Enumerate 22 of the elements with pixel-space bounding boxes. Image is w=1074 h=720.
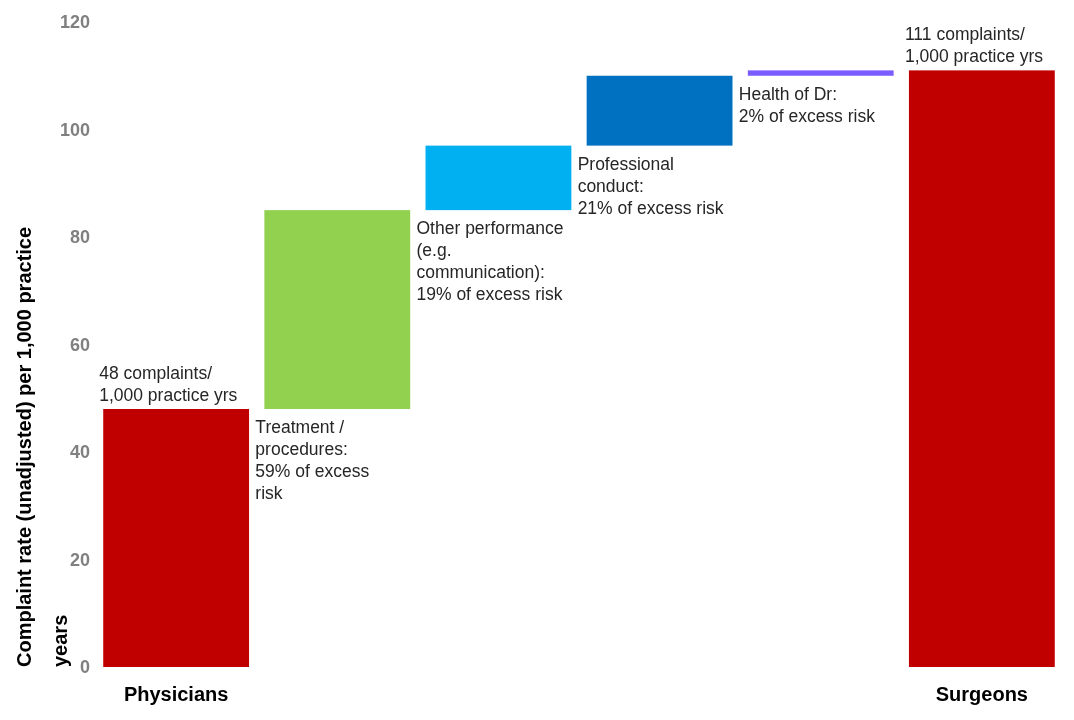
annotation: Other performance (e.g. communication): 19% of excess risk bbox=[416, 218, 564, 305]
x-tick-label: Physicians bbox=[123, 683, 229, 705]
bar bbox=[908, 70, 1055, 667]
x-tick-label: Surgeons bbox=[935, 683, 1028, 705]
bar bbox=[586, 75, 733, 146]
bar bbox=[747, 70, 894, 76]
y-tick-label: 60 bbox=[69, 334, 90, 355]
y-tick-label: 0 bbox=[79, 657, 90, 678]
annotation: Professional conduct: 21% of excess risk bbox=[577, 153, 724, 218]
y-tick-label: 80 bbox=[69, 227, 90, 248]
y-tick-label: 20 bbox=[69, 549, 90, 570]
bar bbox=[103, 409, 250, 667]
annotation: Treatment / procedures: 59% of excess risk bbox=[255, 417, 370, 503]
annotation: Health of Dr: 2% of excess risk bbox=[738, 83, 876, 126]
bar bbox=[264, 210, 411, 409]
y-tick-label: 40 bbox=[69, 442, 90, 463]
data-label: 48 complaints/ 1,000 practice yrs bbox=[99, 363, 238, 405]
data-label: 111 complaints/ 1,000 practice yrs bbox=[904, 24, 1044, 67]
bar bbox=[425, 145, 572, 211]
y-tick-label: 120 bbox=[59, 12, 90, 33]
y-tick-label: 100 bbox=[59, 119, 90, 140]
y-axis-title: Complaint rate (unadjusted) per 1,000 practice years bbox=[13, 226, 71, 667]
